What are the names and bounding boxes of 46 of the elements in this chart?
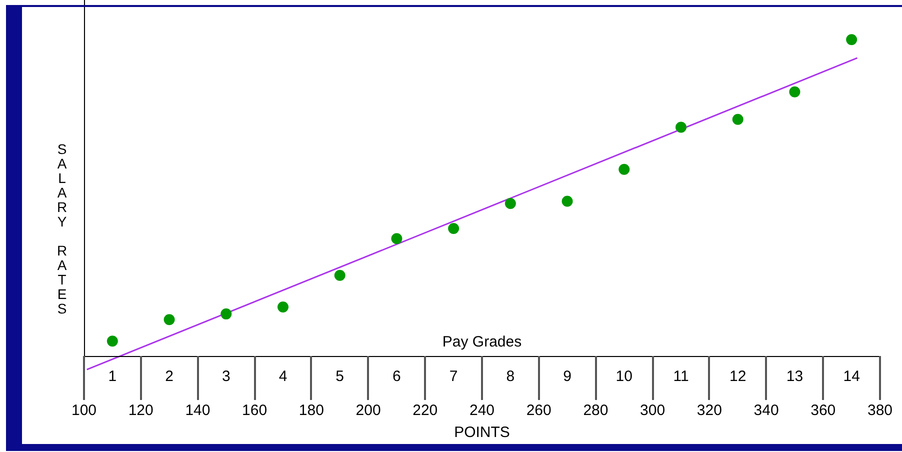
x-tick-label: 160 <box>242 402 268 420</box>
x-tick-label: 140 <box>185 402 210 420</box>
x-tick-label: 220 <box>412 402 438 420</box>
x-tick-label: 380 <box>867 402 893 420</box>
x-tick-label: 260 <box>526 402 552 420</box>
point <box>846 34 858 46</box>
point <box>164 314 175 326</box>
x-tick-label: 340 <box>754 402 779 420</box>
point <box>676 122 686 133</box>
x2-tick-label: 5 <box>336 368 344 386</box>
x2-tick-label: 3 <box>222 368 230 386</box>
x-tick-label: 300 <box>640 402 666 420</box>
x-tick-label: 200 <box>356 402 381 420</box>
x2-tick-label: 9 <box>563 368 572 386</box>
point <box>391 233 402 244</box>
x-tick-label: 180 <box>298 402 324 420</box>
x2-tick-label: 11 <box>673 368 689 386</box>
x-tick-label: 120 <box>128 402 154 420</box>
point <box>278 301 288 312</box>
x2-tick-label: 1 <box>108 368 117 386</box>
point <box>220 308 232 320</box>
x2-tick-label: 4 <box>278 368 288 386</box>
x-tick-label: 280 <box>583 402 608 420</box>
x-tick-label: 360 <box>810 402 836 420</box>
point <box>562 196 573 207</box>
x-tick-label: 320 <box>696 402 722 420</box>
point <box>732 114 744 125</box>
x2-axis-title: Pay Grades <box>442 334 522 351</box>
x2-tick-label: 2 <box>165 368 174 386</box>
x-tick-label: 240 <box>469 402 495 420</box>
x2-tick-label: 6 <box>392 368 401 386</box>
point <box>106 336 118 347</box>
point <box>618 164 630 175</box>
point <box>789 86 800 98</box>
text: SALARY RATES <box>56 140 68 316</box>
x2-tick-label: 10 <box>616 368 632 386</box>
x2-tick-label: 7 <box>449 368 458 386</box>
x2-tick-label: 13 <box>786 368 804 386</box>
point <box>334 270 346 281</box>
x-tick-label: 100 <box>71 402 97 420</box>
point <box>504 198 516 210</box>
x2-tick-label: 14 <box>843 368 860 386</box>
x2-tick-label: 8 <box>506 368 515 386</box>
x2-tick-label: 12 <box>730 368 746 386</box>
point <box>448 223 460 234</box>
x-axis-title: POINTS <box>454 424 510 442</box>
